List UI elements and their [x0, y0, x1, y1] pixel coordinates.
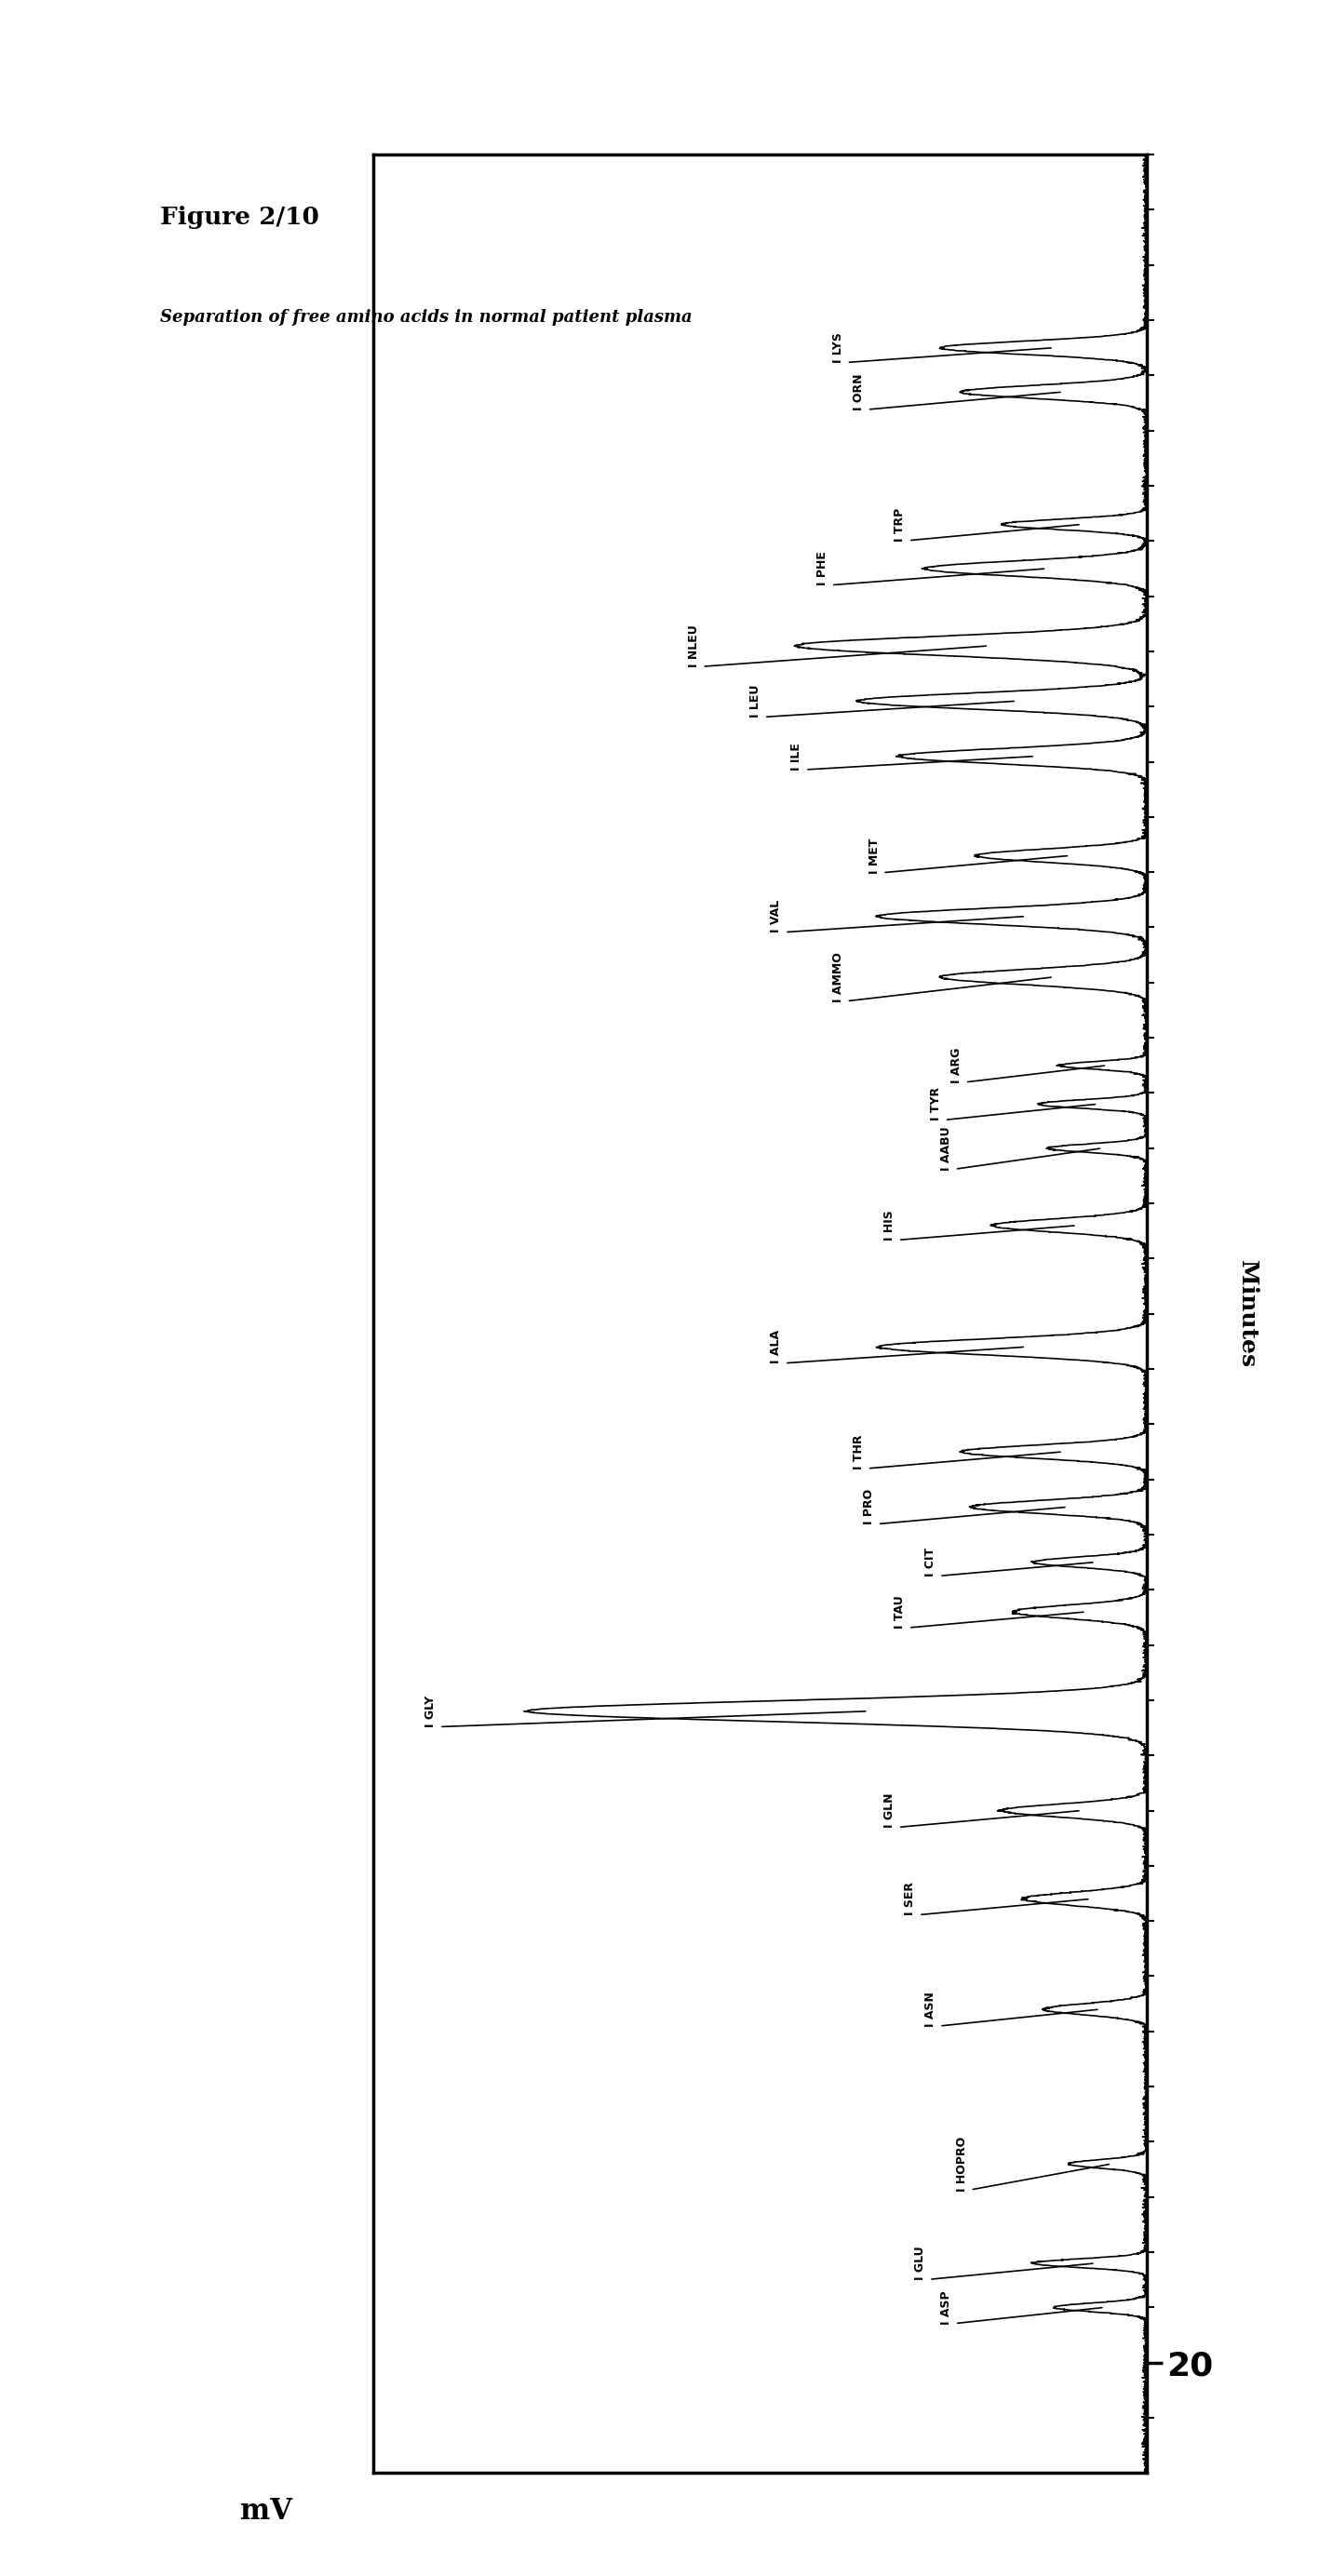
Text: I PRO: I PRO: [862, 1489, 1065, 1525]
Text: I ORN: I ORN: [853, 374, 1060, 410]
Text: I LEU: I LEU: [749, 685, 1014, 719]
Text: I AABU: I AABU: [940, 1126, 1100, 1170]
Text: I HOPRO: I HOPRO: [956, 2136, 1109, 2192]
Text: I HIS: I HIS: [884, 1211, 1074, 1242]
Text: I ASN: I ASN: [925, 1991, 1097, 2027]
Text: I TRP: I TRP: [894, 507, 1078, 541]
Text: I VAL: I VAL: [770, 899, 1024, 933]
Text: I GLN: I GLN: [884, 1793, 1078, 1829]
Text: I CIT: I CIT: [925, 1548, 1093, 1577]
Text: I TAU: I TAU: [894, 1595, 1084, 1628]
Text: I NLEU: I NLEU: [688, 623, 986, 667]
Text: I ALA: I ALA: [770, 1329, 1024, 1363]
Y-axis label: Minutes: Minutes: [1236, 1260, 1258, 1368]
Text: I MET: I MET: [868, 837, 1068, 873]
Text: Figure 2/10: Figure 2/10: [160, 206, 319, 229]
Text: mV: mV: [240, 2496, 293, 2527]
Text: I ILE: I ILE: [790, 742, 1033, 770]
Text: I SER: I SER: [904, 1883, 1088, 1917]
Text: I GLY: I GLY: [425, 1695, 865, 1726]
Text: I GLU: I GLU: [914, 2246, 1093, 2280]
Text: I LYS: I LYS: [832, 332, 1050, 363]
Text: I ASP: I ASP: [940, 2290, 1102, 2324]
Text: I THR: I THR: [853, 1435, 1060, 1468]
Text: I ARG: I ARG: [950, 1048, 1104, 1084]
Text: I TYR: I TYR: [930, 1087, 1096, 1121]
Text: I AMMO: I AMMO: [832, 953, 1050, 1002]
Text: Separation of free amino acids in normal patient plasma: Separation of free amino acids in normal…: [160, 309, 692, 327]
Text: I PHE: I PHE: [817, 551, 1044, 585]
